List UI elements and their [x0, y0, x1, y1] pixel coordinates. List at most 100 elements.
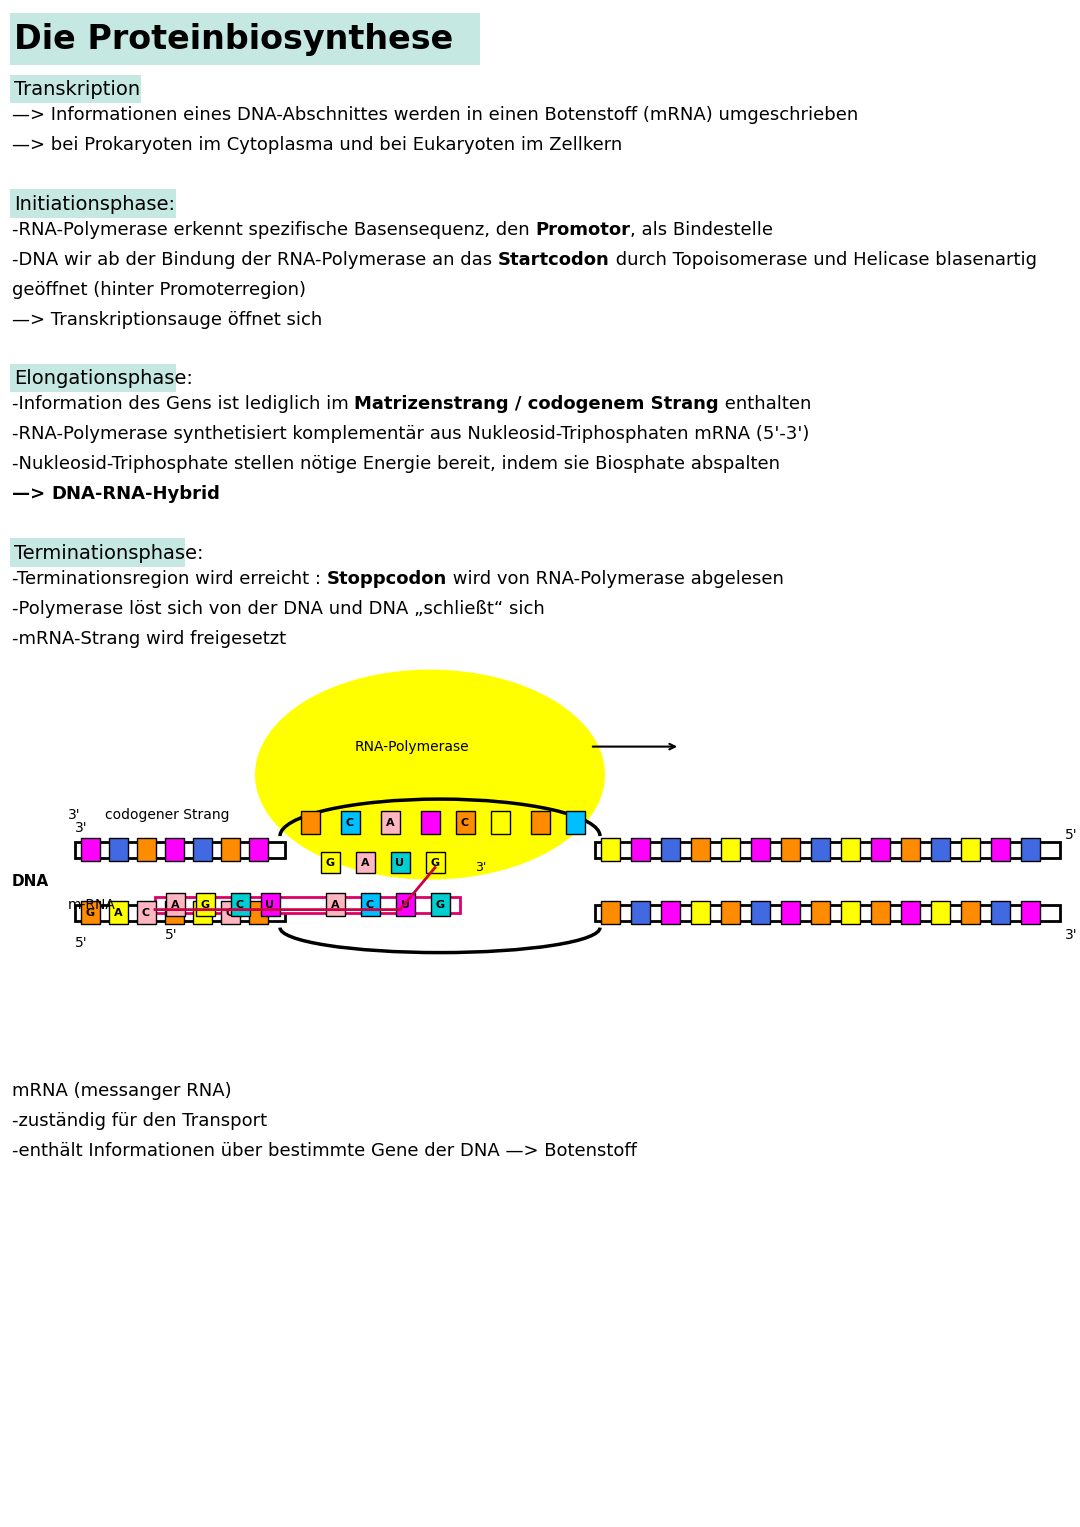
Text: —> Transkriptionsauge öffnet sich: —> Transkriptionsauge öffnet sich: [12, 312, 322, 328]
FancyBboxPatch shape: [490, 811, 510, 834]
Text: A: A: [330, 899, 339, 910]
Text: mRNA (messanger RNA): mRNA (messanger RNA): [12, 1081, 231, 1099]
Text: Startcodon: Startcodon: [498, 250, 609, 269]
FancyBboxPatch shape: [566, 811, 584, 834]
FancyBboxPatch shape: [380, 811, 400, 834]
Text: 3': 3': [475, 861, 486, 873]
FancyBboxPatch shape: [960, 901, 980, 924]
Text: enthalten: enthalten: [719, 395, 811, 414]
FancyBboxPatch shape: [1021, 901, 1039, 924]
Text: Terminationsphase:: Terminationsphase:: [14, 544, 203, 563]
FancyBboxPatch shape: [960, 838, 980, 861]
FancyBboxPatch shape: [164, 838, 184, 861]
Text: Transkription: Transkription: [14, 81, 140, 99]
Text: codogener Strang: codogener Strang: [105, 808, 229, 822]
FancyBboxPatch shape: [901, 901, 919, 924]
Text: wird von RNA-Polymerase abgelesen: wird von RNA-Polymerase abgelesen: [447, 570, 784, 588]
Text: -Nukleosid-Triphosphate stellen nötige Energie bereit, indem sie Biosphate abspa: -Nukleosid-Triphosphate stellen nötige E…: [12, 455, 780, 473]
FancyBboxPatch shape: [870, 901, 890, 924]
FancyBboxPatch shape: [10, 538, 185, 567]
FancyBboxPatch shape: [136, 838, 156, 861]
Text: G: G: [435, 899, 445, 910]
FancyBboxPatch shape: [456, 811, 474, 834]
FancyBboxPatch shape: [321, 852, 339, 873]
FancyBboxPatch shape: [136, 901, 156, 924]
FancyBboxPatch shape: [10, 75, 140, 104]
Text: -zuständig für den Transport: -zuständig für den Transport: [12, 1112, 267, 1130]
FancyBboxPatch shape: [690, 901, 710, 924]
FancyBboxPatch shape: [220, 901, 240, 924]
FancyBboxPatch shape: [355, 852, 375, 873]
FancyBboxPatch shape: [810, 838, 829, 861]
FancyBboxPatch shape: [781, 838, 799, 861]
Text: G: G: [431, 858, 440, 867]
Text: G: G: [325, 858, 335, 867]
Text: -Polymerase löst sich von der DNA und DNA „schließt“ sich: -Polymerase löst sich von der DNA und DN…: [12, 600, 544, 618]
FancyBboxPatch shape: [426, 852, 445, 873]
Text: 3': 3': [75, 820, 87, 835]
Text: —>: —>: [12, 486, 52, 504]
FancyBboxPatch shape: [431, 893, 449, 916]
FancyBboxPatch shape: [931, 838, 949, 861]
FancyBboxPatch shape: [260, 893, 280, 916]
FancyBboxPatch shape: [340, 811, 360, 834]
FancyBboxPatch shape: [361, 893, 379, 916]
FancyBboxPatch shape: [325, 893, 345, 916]
Text: 3': 3': [68, 808, 81, 822]
FancyBboxPatch shape: [600, 838, 620, 861]
FancyBboxPatch shape: [1021, 838, 1039, 861]
FancyBboxPatch shape: [10, 14, 480, 64]
Text: U: U: [395, 858, 405, 867]
FancyBboxPatch shape: [720, 838, 740, 861]
Text: DNA: DNA: [12, 873, 49, 889]
Text: -RNA-Polymerase synthetisiert komplementär aus Nukleosid-Triphosphaten mRNA (5'-: -RNA-Polymerase synthetisiert komplement…: [12, 425, 809, 443]
FancyBboxPatch shape: [230, 893, 249, 916]
Text: Promotor: Promotor: [536, 221, 631, 238]
Text: 5': 5': [1065, 828, 1078, 841]
FancyBboxPatch shape: [300, 811, 320, 834]
FancyBboxPatch shape: [810, 901, 829, 924]
Text: -Information des Gens ist lediglich im: -Information des Gens ist lediglich im: [12, 395, 354, 414]
Text: Matrizenstrang / codogenem Strang: Matrizenstrang / codogenem Strang: [354, 395, 719, 414]
Text: DNA-RNA-Hybrid: DNA-RNA-Hybrid: [52, 486, 220, 504]
FancyBboxPatch shape: [248, 901, 268, 924]
FancyBboxPatch shape: [595, 841, 1059, 858]
FancyBboxPatch shape: [395, 893, 415, 916]
FancyBboxPatch shape: [990, 901, 1010, 924]
FancyBboxPatch shape: [81, 901, 99, 924]
FancyBboxPatch shape: [901, 838, 919, 861]
FancyBboxPatch shape: [10, 189, 176, 218]
FancyBboxPatch shape: [631, 838, 649, 861]
FancyBboxPatch shape: [931, 901, 949, 924]
Text: Stoppcodon: Stoppcodon: [327, 570, 447, 588]
FancyBboxPatch shape: [108, 838, 127, 861]
FancyBboxPatch shape: [690, 838, 710, 861]
Text: -mRNA-Strang wird freigesetzt: -mRNA-Strang wird freigesetzt: [12, 629, 286, 647]
Text: RNA-Polymerase: RNA-Polymerase: [355, 739, 470, 754]
FancyBboxPatch shape: [75, 841, 285, 858]
Text: C: C: [226, 907, 234, 918]
Text: G: G: [85, 907, 95, 918]
Text: A: A: [361, 858, 369, 867]
Text: Elongationsphase:: Elongationsphase:: [14, 370, 193, 388]
Text: , als Bindestelle: , als Bindestelle: [631, 221, 773, 238]
FancyBboxPatch shape: [600, 901, 620, 924]
FancyBboxPatch shape: [990, 838, 1010, 861]
FancyBboxPatch shape: [220, 838, 240, 861]
FancyBboxPatch shape: [661, 901, 679, 924]
FancyBboxPatch shape: [595, 904, 1059, 921]
FancyBboxPatch shape: [781, 901, 799, 924]
Text: Die Proteinbiosynthese: Die Proteinbiosynthese: [14, 23, 454, 56]
Text: A: A: [171, 899, 179, 910]
Text: C: C: [366, 899, 374, 910]
FancyBboxPatch shape: [10, 363, 176, 392]
FancyBboxPatch shape: [631, 901, 649, 924]
Text: C: C: [346, 817, 354, 828]
Text: —> bei Prokaryoten im Cytoplasma und bei Eukaryoten im Zellkern: —> bei Prokaryoten im Cytoplasma und bei…: [12, 136, 622, 154]
Text: A: A: [113, 907, 122, 918]
FancyBboxPatch shape: [530, 811, 550, 834]
FancyBboxPatch shape: [840, 901, 860, 924]
Text: geöffnet (hinter Promoterregion): geöffnet (hinter Promoterregion): [12, 281, 306, 299]
FancyBboxPatch shape: [192, 901, 212, 924]
FancyBboxPatch shape: [870, 838, 890, 861]
